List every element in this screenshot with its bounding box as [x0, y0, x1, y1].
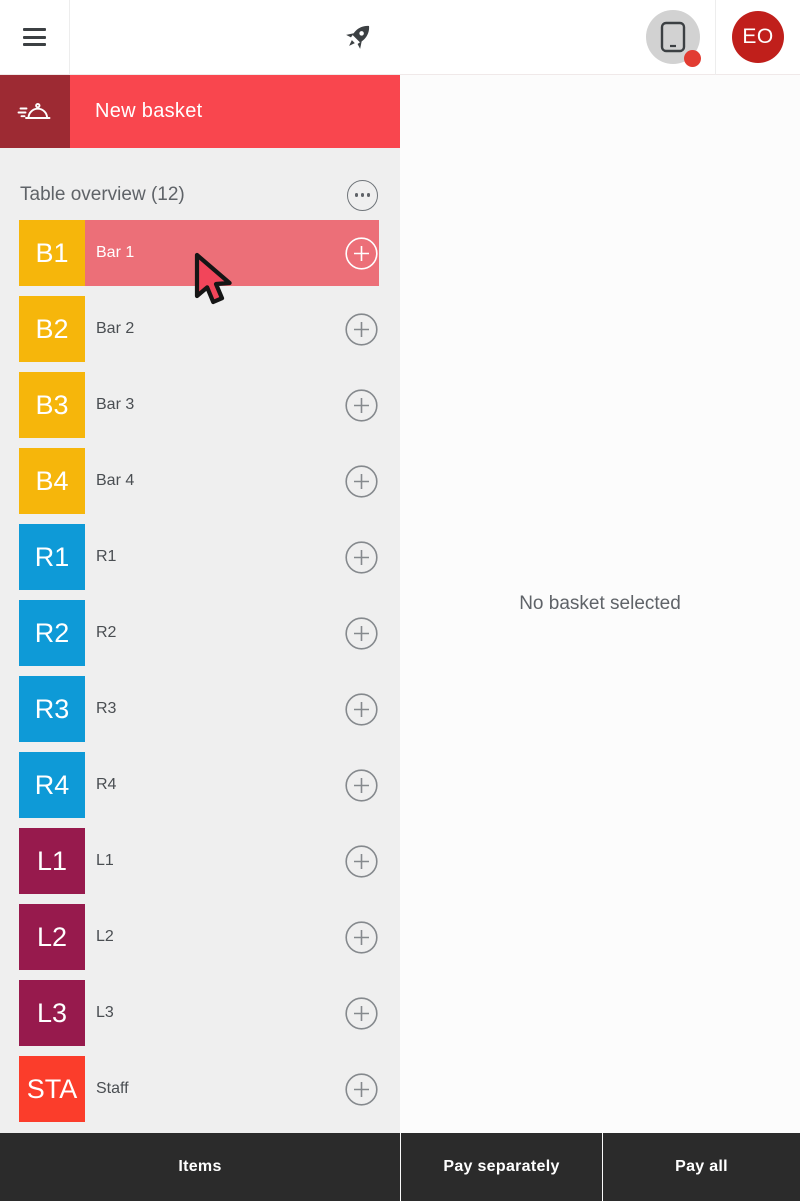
table-tile: B2: [19, 296, 85, 362]
add-basket-button[interactable]: [345, 844, 378, 878]
plus-icon: [345, 540, 378, 574]
plus-icon: [345, 236, 378, 270]
pay-separately-button[interactable]: Pay separately: [400, 1133, 602, 1201]
plus-icon: [345, 616, 378, 650]
table-row[interactable]: STA Staff: [19, 1056, 379, 1122]
notification-badge: [684, 50, 701, 67]
table-label: L1: [96, 852, 114, 869]
add-basket-button[interactable]: [345, 236, 378, 270]
basket-icon-box: [0, 75, 70, 148]
table-row[interactable]: B3 Bar 3: [19, 372, 379, 438]
rocket-icon: [346, 25, 370, 49]
table-tile: R3: [19, 676, 85, 742]
table-row[interactable]: B1 Bar 1: [19, 220, 379, 286]
user-avatar[interactable]: EO: [732, 11, 784, 63]
pay-all-button[interactable]: Pay all: [602, 1133, 800, 1201]
plus-icon: [345, 1072, 378, 1106]
plus-icon: [345, 844, 378, 878]
plus-icon: [345, 996, 378, 1030]
table-tile: B1: [19, 220, 85, 286]
table-overview-panel: Table overview (12) B1 Bar 1 B2 Bar 2: [0, 148, 400, 1133]
table-label: Staff: [96, 1080, 129, 1097]
table-label: R4: [96, 776, 117, 793]
table-tile: STA: [19, 1056, 85, 1122]
table-tile: R2: [19, 600, 85, 666]
overview-title: Table overview (12): [20, 184, 185, 205]
top-header: EO: [0, 0, 800, 75]
hamburger-menu-button[interactable]: [0, 0, 70, 74]
table-tile: L1: [19, 828, 85, 894]
basket-detail-panel: No basket selected: [400, 75, 800, 1133]
add-basket-button[interactable]: [345, 996, 378, 1030]
ellipsis-icon: [360, 193, 365, 197]
table-tile: R4: [19, 752, 85, 818]
new-basket-bar[interactable]: New basket: [0, 75, 400, 148]
add-basket-button[interactable]: [345, 768, 378, 802]
table-list: B1 Bar 1 B2 Bar 2 B3 Bar 3 B4: [0, 220, 400, 1122]
plus-icon: [345, 464, 378, 498]
add-basket-button[interactable]: [345, 1072, 378, 1106]
table-label: Bar 1: [96, 244, 135, 261]
add-basket-button[interactable]: [345, 616, 378, 650]
table-label: R2: [96, 624, 117, 641]
hamburger-icon: [23, 35, 46, 39]
header-right: EO: [646, 0, 800, 75]
table-row[interactable]: L3 L3: [19, 980, 379, 1046]
plus-icon: [345, 768, 378, 802]
table-row[interactable]: R4 R4: [19, 752, 379, 818]
header-center: [70, 0, 646, 74]
hamburger-icon: [23, 28, 46, 31]
table-row[interactable]: R1 R1: [19, 524, 379, 590]
add-basket-button[interactable]: [345, 464, 378, 498]
ellipsis-icon: [366, 193, 370, 197]
table-row[interactable]: L2 L2: [19, 904, 379, 970]
table-tile: B4: [19, 448, 85, 514]
table-row[interactable]: R2 R2: [19, 600, 379, 666]
avatar-zone: EO: [715, 0, 800, 75]
plus-icon: [345, 312, 378, 346]
table-label: Bar 2: [96, 320, 135, 337]
table-label: L2: [96, 928, 114, 945]
plus-icon: [345, 388, 378, 422]
table-tile: L2: [19, 904, 85, 970]
table-row[interactable]: L1 L1: [19, 828, 379, 894]
table-row[interactable]: B4 Bar 4: [19, 448, 379, 514]
hamburger-icon: [23, 43, 46, 46]
bottom-action-bar: Items Pay separately Pay all: [0, 1133, 800, 1201]
cloche-icon: [17, 102, 51, 119]
more-options-button[interactable]: [347, 179, 378, 211]
plus-icon: [345, 920, 378, 954]
table-tile: R1: [19, 524, 85, 590]
table-row[interactable]: B2 Bar 2: [19, 296, 379, 362]
add-basket-button[interactable]: [345, 312, 378, 346]
device-status: [646, 10, 701, 67]
table-tile: L3: [19, 980, 85, 1046]
ellipsis-icon: [355, 193, 359, 197]
plus-icon: [345, 692, 378, 726]
table-label: Bar 3: [96, 396, 135, 413]
add-basket-button[interactable]: [345, 540, 378, 574]
table-label: R3: [96, 700, 117, 717]
tablet-icon: [660, 21, 686, 53]
add-basket-button[interactable]: [345, 388, 378, 422]
table-tile: B3: [19, 372, 85, 438]
table-label: Bar 4: [96, 472, 135, 489]
empty-state-message: No basket selected: [519, 593, 681, 614]
table-label: L3: [96, 1004, 114, 1021]
add-basket-button[interactable]: [345, 920, 378, 954]
overview-header: Table overview (12): [0, 148, 400, 220]
add-basket-button[interactable]: [345, 692, 378, 726]
new-basket-label: New basket: [95, 100, 203, 122]
table-label: R1: [96, 548, 117, 565]
table-row[interactable]: R3 R3: [19, 676, 379, 742]
items-button[interactable]: Items: [0, 1133, 400, 1201]
